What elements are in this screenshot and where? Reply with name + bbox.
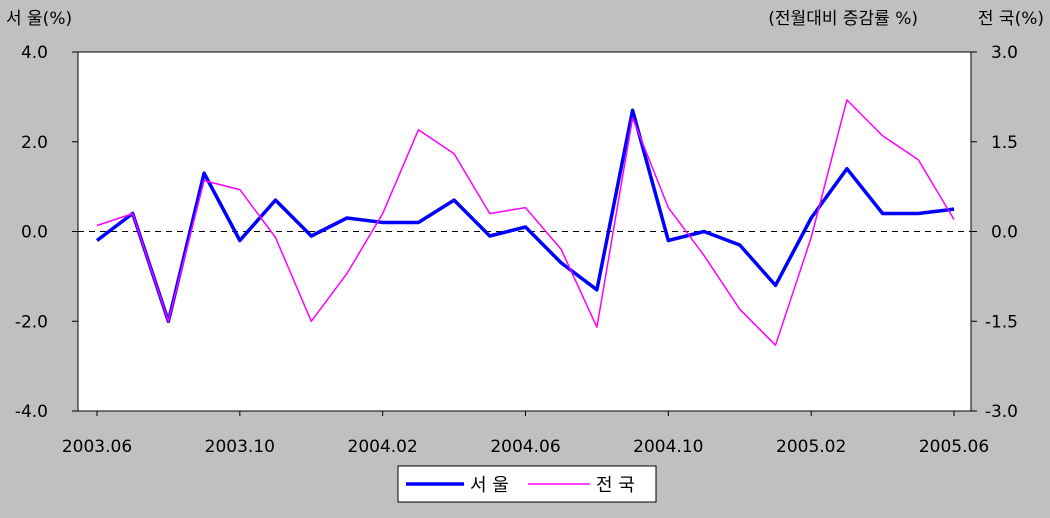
right-tick-label: -3.0: [985, 402, 1018, 422]
left-axis-title: 서 울(%): [6, 9, 72, 29]
legend-label-national: 전 국: [596, 475, 635, 496]
legend-label-seoul: 서 울: [470, 475, 509, 496]
left-tick-label: -4.0: [15, 402, 48, 422]
x-tick-label: 2005.06: [919, 437, 989, 457]
chart-subtitle: (전월대비 증감률 %): [768, 9, 918, 29]
x-tick-label: 2003.06: [62, 437, 132, 457]
right-axis-title: 전 국(%): [978, 9, 1044, 29]
x-tick-label: 2005.02: [776, 437, 846, 457]
left-tick-label: -2.0: [15, 312, 48, 332]
x-tick-label: 2004.02: [348, 437, 418, 457]
right-tick-label: 0.0: [991, 223, 1018, 243]
left-tick-label: 4.0: [21, 43, 48, 63]
legend: 서 울 전 국: [398, 466, 656, 502]
left-tick-label: 0.0: [21, 223, 48, 243]
x-tick-label: 2003.10: [205, 437, 275, 457]
right-tick-label: -1.5: [985, 312, 1018, 332]
x-tick-label: 2004.10: [633, 437, 703, 457]
right-tick-label: 3.0: [991, 43, 1018, 63]
left-tick-label: 2.0: [21, 133, 48, 153]
x-tick-label: 2004.06: [490, 437, 560, 457]
right-tick-label: 1.5: [991, 133, 1018, 153]
